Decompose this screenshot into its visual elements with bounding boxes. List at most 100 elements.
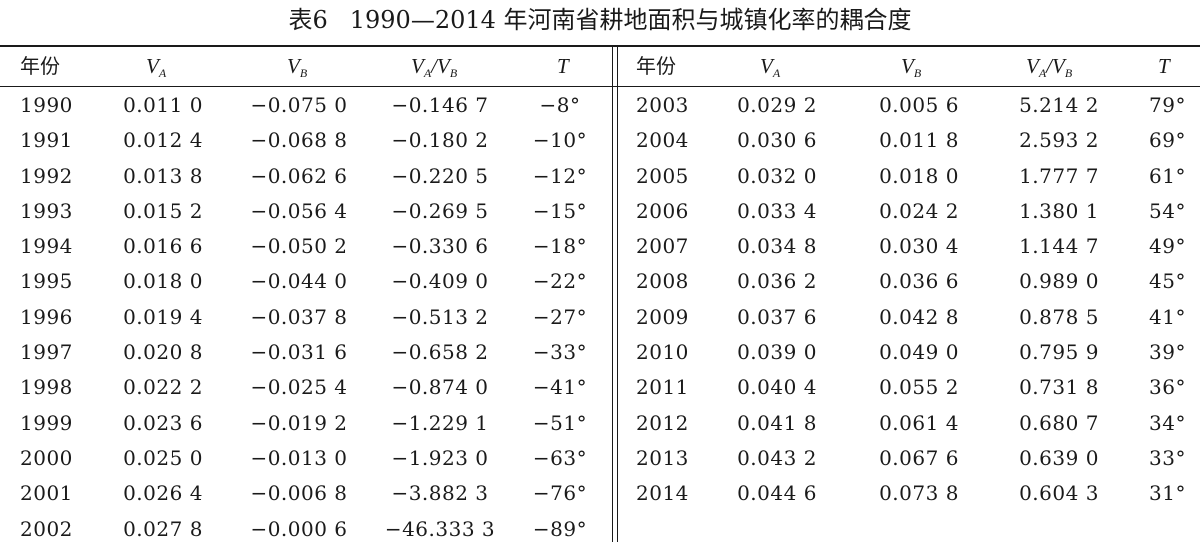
cell-ratio: −0.330 6: [391, 234, 489, 259]
cell-t: −15°: [532, 198, 588, 223]
cell-vb: 0.049 0: [879, 340, 959, 365]
cell-va: 0.039 0: [737, 340, 817, 365]
cell-year: 2000: [20, 445, 73, 470]
table-row: 1995 0.018 0 −0.044 0 −0.409 0 −22°: [0, 263, 612, 298]
table-row: 2010 0.039 0 0.049 0 0.795 9 39°: [618, 334, 1200, 369]
cell-va: 0.044 6: [737, 481, 817, 506]
header-ratio: VA/VB: [1026, 54, 1073, 80]
cell-vb: −0.000 6: [250, 516, 348, 541]
cell-vb: −0.050 2: [250, 234, 348, 259]
table-row: 2009 0.037 6 0.042 8 0.878 5 41°: [618, 299, 1200, 334]
cell-ratio: −46.333 3: [384, 516, 496, 541]
table-row: 2006 0.033 4 0.024 2 1.380 1 54°: [618, 193, 1200, 228]
cell-year: 2003: [636, 93, 689, 117]
cell-ratio: 0.795 9: [1019, 340, 1099, 365]
cell-vb: 0.055 2: [879, 375, 959, 400]
cell-vb: −0.006 8: [250, 481, 348, 506]
cell-year: 1993: [20, 198, 73, 223]
cell-t: 54°: [1149, 198, 1186, 223]
cell-ratio: 0.989 0: [1019, 269, 1099, 294]
cell-year: 1995: [20, 269, 73, 294]
header-t: T: [1158, 54, 1170, 78]
cell-t: −33°: [532, 340, 588, 365]
cell-year: 1999: [20, 410, 73, 435]
cell-va: 0.016 6: [123, 234, 203, 259]
cell-va: 0.018 0: [123, 269, 203, 294]
cell-vb: −0.044 0: [250, 269, 348, 294]
cell-t: −18°: [532, 234, 588, 259]
cell-vb: −0.068 8: [250, 128, 348, 153]
cell-vb: −0.056 4: [250, 198, 348, 223]
cell-va: 0.043 2: [737, 445, 817, 470]
cell-va: 0.041 8: [737, 410, 817, 435]
header-va: VA: [760, 54, 781, 80]
cell-year: 2014: [636, 481, 689, 506]
table-row: 2007 0.034 8 0.030 4 1.144 7 49°: [618, 228, 1200, 263]
cell-va: 0.019 4: [123, 304, 203, 329]
cell-t: −12°: [532, 163, 588, 188]
cell-vb: 0.073 8: [879, 481, 959, 506]
table-row: 2013 0.043 2 0.067 6 0.639 0 33°: [618, 440, 1200, 475]
cell-t: −63°: [532, 445, 588, 470]
table-row: 2008 0.036 2 0.036 6 0.989 0 45°: [618, 263, 1200, 298]
cell-t: −51°: [532, 410, 588, 435]
table-row: 1994 0.016 6 −0.050 2 −0.330 6 −18°: [0, 228, 612, 263]
cell-ratio: −0.180 2: [391, 128, 489, 153]
cell-t: −22°: [532, 269, 588, 294]
header-year: 年份: [636, 54, 676, 78]
cell-va: 0.020 8: [123, 340, 203, 365]
cell-year: 2006: [636, 198, 689, 223]
cell-year: 2001: [20, 481, 73, 506]
cell-ratio: −3.882 3: [391, 481, 489, 506]
cell-va: 0.012 4: [123, 128, 203, 153]
header-va: VA: [146, 54, 167, 80]
header-ratio: VA/VB: [411, 54, 458, 80]
cell-ratio: −0.409 0: [391, 269, 489, 294]
cell-year: 2007: [636, 234, 689, 259]
cell-ratio: 0.878 5: [1019, 304, 1099, 329]
table-row: 2000 0.025 0 −0.013 0 −1.923 0 −63°: [0, 440, 612, 475]
cell-t: 39°: [1149, 340, 1186, 365]
cell-year: 2013: [636, 445, 689, 470]
cell-ratio: 5.214 2: [1019, 93, 1099, 117]
cell-vb: −0.037 8: [250, 304, 348, 329]
cell-ratio: −0.658 2: [391, 340, 489, 365]
left-rows: 1990 0.011 0 −0.075 0 −0.146 7 −8° 1991 0.012 …: [0, 87, 612, 546]
cell-va: 0.032 0: [737, 163, 817, 188]
table-row: 1990 0.011 0 −0.075 0 −0.146 7 −8°: [0, 87, 612, 122]
cell-ratio: −0.513 2: [391, 304, 489, 329]
cell-t: −41°: [532, 375, 588, 400]
cell-year: 1992: [20, 163, 73, 188]
cell-year: 1994: [20, 234, 73, 259]
cell-year: 1996: [20, 304, 73, 329]
cell-va: 0.027 8: [123, 516, 203, 541]
cell-year: 2008: [636, 269, 689, 294]
table-row: 2001 0.026 4 −0.006 8 −3.882 3 −76°: [0, 475, 612, 510]
cell-t: 41°: [1149, 304, 1186, 329]
cell-vb: 0.005 6: [879, 93, 959, 117]
cell-t: 49°: [1149, 234, 1186, 259]
cell-vb: 0.018 0: [879, 163, 959, 188]
cell-year: 1990: [20, 93, 73, 117]
table-row: 2004 0.030 6 0.011 8 2.593 2 69°: [618, 122, 1200, 157]
cell-t: −89°: [532, 516, 588, 541]
cell-year: 2004: [636, 128, 689, 153]
cell-ratio: 1.144 7: [1019, 234, 1099, 259]
cell-va: 0.030 6: [737, 128, 817, 153]
table-caption: 表6 1990—2014 年河南省耕地面积与城镇化率的耦合度: [0, 4, 1200, 36]
table-row: 2002 0.027 8 −0.000 6 −46.333 3 −89°: [0, 511, 612, 546]
cell-vb: −0.031 6: [250, 340, 348, 365]
cell-year: 1998: [20, 375, 73, 400]
cell-vb: 0.067 6: [879, 445, 959, 470]
header-vb: VB: [287, 54, 308, 80]
cell-va: 0.015 2: [123, 198, 203, 223]
cell-year: 2012: [636, 410, 689, 435]
cell-t: 69°: [1149, 128, 1186, 153]
cell-ratio: −0.220 5: [391, 163, 489, 188]
cell-year: 1991: [20, 128, 73, 153]
cell-t: 34°: [1149, 410, 1186, 435]
top-rule: [0, 45, 1200, 47]
table-title: 1990—2014 年河南省耕地面积与城镇化率的耦合度: [349, 6, 912, 34]
cell-t: 61°: [1149, 163, 1186, 188]
header-t: T: [557, 54, 569, 78]
